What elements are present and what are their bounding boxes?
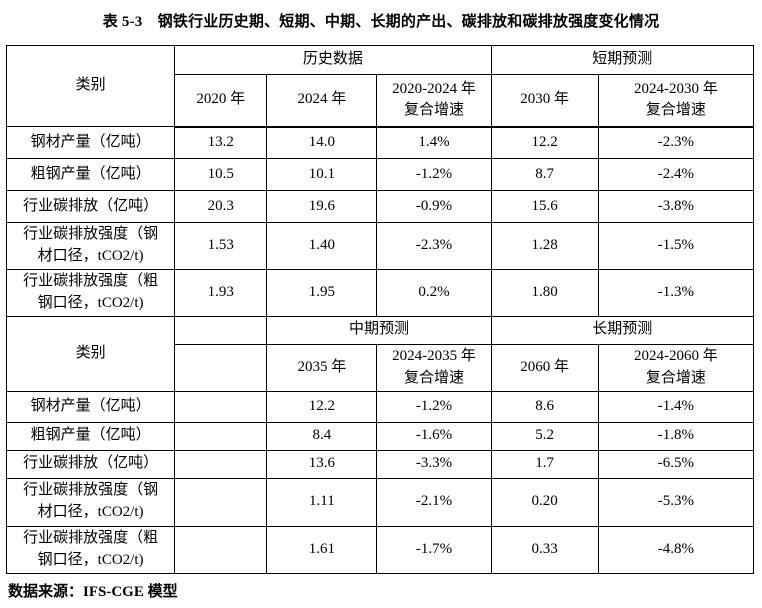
category-header-cell: 类别 — [5, 315, 176, 392]
value-cell: 1.93 — [174, 269, 268, 317]
value-cell: 1.28 — [490, 222, 599, 270]
value-cell: 1.11 — [266, 477, 378, 527]
value-cell: -3.3% — [376, 449, 492, 479]
table-row: 行业碳排放（亿吨） 20.3 19.6 -0.9% 15.6 -3.8% — [5, 190, 755, 223]
col-header-2020: 2020 年 — [174, 74, 268, 128]
row-label-cell: 钢材产量（亿吨） — [5, 126, 176, 159]
value-cell: -1.6% — [376, 421, 492, 451]
row-label-cell: 行业碳排放强度（钢 材口径，tCO2/t) — [5, 222, 176, 270]
col-header-2060: 2060 年 — [490, 343, 599, 392]
value-cell: 1.80 — [490, 269, 599, 317]
table-title: 表 5-3 钢铁行业历史期、短期、中期、长期的产出、碳排放和碳排放强度变化情况 — [102, 14, 660, 30]
value-cell: 8.4 — [266, 421, 378, 451]
table-row: 钢材产量（亿吨） 12.2 -1.2% 8.6 -1.4% — [5, 390, 755, 423]
group-header-mid-term: 中期预测 — [266, 315, 492, 345]
value-cell: -1.5% — [597, 222, 755, 270]
row-label-cell: 行业碳排放强度（钢 材口径，tCO2/t) — [5, 477, 176, 527]
value-cell: 12.2 — [490, 126, 599, 159]
value-cell: -0.9% — [376, 190, 492, 223]
row-label-cell: 行业碳排放（亿吨） — [5, 190, 176, 223]
value-cell: 0.2% — [376, 269, 492, 317]
section1-col-header-row: 2020 年 2024 年 2020-2024 年 复合增速 2030 年 20… — [7, 74, 755, 128]
table-row: 粗钢产量（亿吨） 10.5 10.1 -1.2% 8.7 -2.4% — [5, 158, 755, 191]
value-cell: -2.4% — [597, 158, 755, 191]
steel-industry-table: 类别 历史数据 短期预测 2020 年 2024 年 2020-2024 年 复… — [5, 45, 755, 574]
value-cell: 15.6 — [490, 190, 599, 223]
value-cell: 14.0 — [266, 126, 378, 159]
col-header-2035: 2035 年 — [266, 343, 378, 392]
value-cell: -1.3% — [597, 269, 755, 317]
value-cell: 8.7 — [490, 158, 599, 191]
value-cell: -1.2% — [376, 158, 492, 191]
table-row: 粗钢产量（亿吨） 8.4 -1.6% 5.2 -1.8% — [5, 421, 755, 451]
table-row: 行业碳排放强度（钢 材口径，tCO2/t) 1.53 1.40 -2.3% 1.… — [5, 222, 755, 270]
table-row: 行业碳排放强度（钢 材口径，tCO2/t) 1.11 -2.1% 0.20 -5… — [5, 477, 755, 527]
section2-group-header-row: 类别 中期预测 长期预测 — [5, 315, 755, 392]
col-header-2030: 2030 年 — [490, 74, 599, 128]
value-cell: 5.2 — [490, 421, 599, 451]
col-header-2024-2030-cagr: 2024-2030 年 复合增速 — [597, 74, 755, 128]
value-cell: 1.7 — [490, 449, 599, 479]
value-cell: 13.2 — [174, 126, 268, 159]
value-cell: -1.2% — [376, 390, 492, 423]
value-cell: 10.1 — [266, 158, 378, 191]
value-cell: -2.3% — [376, 222, 492, 270]
value-cell: 1.53 — [174, 222, 268, 270]
row-label-cell: 行业碳排放强度（粗 钢口径，tCO2/t) — [5, 269, 176, 317]
value-cell: 20.3 — [174, 190, 268, 223]
value-cell: -1.7% — [376, 525, 492, 574]
table-row: 行业碳排放强度（粗 钢口径，tCO2/t) 1.61 -1.7% 0.33 -4… — [5, 525, 755, 574]
data-source-note: 数据来源：IFS-CGE 模型 — [8, 583, 178, 600]
value-cell: 13.6 — [266, 449, 378, 479]
value-cell: -5.3% — [597, 477, 755, 527]
group-header-history: 历史数据 — [174, 45, 492, 75]
value-cell: -4.8% — [597, 525, 755, 574]
value-cell: 10.5 — [174, 158, 268, 191]
section1-group-header-row: 类别 历史数据 短期预测 — [5, 45, 755, 127]
empty-cell — [174, 315, 268, 345]
row-label-cell: 粗钢产量（亿吨） — [5, 158, 176, 191]
table-row: 行业碳排放强度（粗 钢口径，tCO2/t) 1.93 1.95 0.2% 1.8… — [5, 269, 755, 317]
value-cell: -1.8% — [597, 421, 755, 451]
category-header-cell: 类别 — [5, 45, 176, 127]
col-header-2024-2035-cagr: 2024-2035 年 复合增速 — [376, 343, 492, 392]
empty-cell — [174, 390, 268, 423]
value-cell: -3.8% — [597, 190, 755, 223]
col-header-2020-2024-cagr: 2020-2024 年 复合增速 — [376, 74, 492, 128]
row-label-cell: 行业碳排放（亿吨） — [5, 449, 176, 479]
value-cell: 1.61 — [266, 525, 378, 574]
value-cell: 19.6 — [266, 190, 378, 223]
empty-cell — [174, 343, 268, 392]
value-cell: 1.4% — [376, 126, 492, 159]
table-row: 钢材产量（亿吨） 13.2 14.0 1.4% 12.2 -2.3% — [5, 126, 755, 159]
value-cell: 8.6 — [490, 390, 599, 423]
value-cell: -6.5% — [597, 449, 755, 479]
value-cell: -2.1% — [376, 477, 492, 527]
value-cell: 1.95 — [266, 269, 378, 317]
row-label-cell: 钢材产量（亿吨） — [5, 390, 176, 423]
row-label-cell: 行业碳排放强度（粗 钢口径，tCO2/t) — [5, 525, 176, 574]
row-label-cell: 粗钢产量（亿吨） — [5, 421, 176, 451]
group-header-short-term: 短期预测 — [490, 45, 755, 75]
value-cell: 0.33 — [490, 525, 599, 574]
group-header-long-term: 长期预测 — [490, 315, 755, 345]
empty-cell — [174, 477, 268, 527]
empty-cell — [174, 449, 268, 479]
value-cell: 12.2 — [266, 390, 378, 423]
table-row: 行业碳排放（亿吨） 13.6 -3.3% 1.7 -6.5% — [5, 449, 755, 479]
value-cell: -1.4% — [597, 390, 755, 423]
empty-cell — [174, 525, 268, 574]
value-cell: -2.3% — [597, 126, 755, 159]
empty-cell — [174, 421, 268, 451]
col-header-2024: 2024 年 — [266, 74, 378, 128]
value-cell: 0.20 — [490, 477, 599, 527]
col-header-2024-2060-cagr: 2024-2060 年 复合增速 — [597, 343, 755, 392]
value-cell: 1.40 — [266, 222, 378, 270]
